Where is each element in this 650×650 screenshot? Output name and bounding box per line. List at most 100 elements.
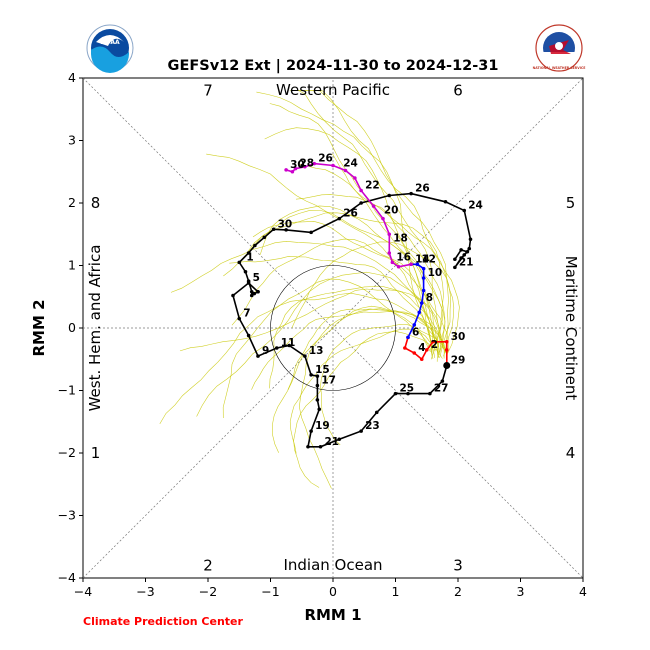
x-tick-label: 4 — [579, 584, 587, 599]
series-point — [309, 230, 313, 235]
series-point — [303, 164, 307, 169]
y-tick-label: 0 — [68, 320, 76, 335]
day-label: 30 — [290, 159, 305, 171]
ensemble-member-line — [297, 163, 460, 353]
series-point — [374, 410, 379, 415]
region-left: West. Hem. and Africa — [86, 245, 104, 412]
series-point — [371, 204, 376, 208]
series-point — [453, 265, 457, 270]
phase-label: 5 — [566, 194, 576, 212]
phase-label: 3 — [453, 557, 463, 575]
series-point — [246, 333, 251, 338]
x-tick-label: 0 — [329, 584, 337, 599]
x-tick-label: −4 — [74, 584, 92, 599]
series-point — [428, 391, 432, 396]
x-tick-label: −2 — [199, 584, 217, 599]
day-label: 1 — [246, 251, 253, 263]
ensemble-member-line — [332, 153, 449, 358]
series-point — [453, 257, 457, 262]
series-point — [290, 169, 295, 174]
series-point — [387, 251, 392, 255]
series-point — [419, 301, 424, 305]
day-label: 21 — [325, 436, 340, 448]
y-tick-label: −4 — [58, 570, 76, 585]
series-point — [417, 310, 422, 315]
series-point — [249, 289, 254, 294]
ensemble-member-line — [229, 255, 432, 349]
ensemble-member-line — [179, 288, 445, 359]
series-point — [406, 335, 410, 340]
y-tick-label: −1 — [58, 383, 76, 398]
series-point — [253, 243, 257, 248]
series-point — [315, 374, 320, 378]
y-tick-label: 1 — [68, 258, 76, 273]
unit-circle — [270, 265, 396, 391]
series-point — [315, 398, 320, 402]
series-point — [306, 444, 310, 449]
x-axis-label: RMM 1 — [304, 606, 361, 624]
series-point — [409, 262, 413, 267]
y-axis-label: RMM 2 — [30, 299, 48, 356]
series-point — [262, 235, 267, 240]
series-point — [256, 289, 260, 294]
phase-label: 4 — [566, 444, 576, 462]
series-point — [431, 339, 435, 344]
day-label: 2 — [431, 339, 438, 351]
series-point — [467, 246, 472, 251]
ensemble-member-line — [256, 91, 433, 357]
ensemble-member-line — [320, 324, 446, 446]
series-point — [353, 176, 357, 180]
day-label: 27 — [434, 383, 449, 395]
forecast-series — [231, 161, 473, 449]
series-point — [271, 227, 276, 232]
series-point — [331, 163, 335, 168]
series-point — [274, 346, 279, 350]
nws-logo: NATIONAL WEATHER SERVICE — [533, 24, 585, 72]
y-tick-label: 4 — [68, 70, 76, 85]
ensemble-member-line — [271, 305, 434, 453]
series-point — [312, 161, 317, 166]
series-point — [284, 168, 288, 172]
x-tick-label: −1 — [261, 584, 279, 599]
phase-label: 8 — [91, 194, 101, 212]
series-point — [246, 281, 251, 285]
phase-label: 7 — [203, 82, 213, 100]
series-point — [284, 228, 288, 232]
ensemble-member-line — [259, 205, 443, 360]
series-point — [249, 293, 254, 298]
ensemble-member-line — [292, 90, 452, 358]
series-point — [412, 351, 417, 355]
noaa-logo: NOAA — [86, 24, 134, 73]
series-point — [359, 201, 363, 205]
series-point — [343, 168, 348, 173]
day-label: 28 — [300, 158, 315, 170]
day-label: 21 — [459, 256, 474, 268]
ensemble-member-line — [287, 308, 444, 390]
day-label: 7 — [243, 308, 250, 320]
ensemble-member-line — [251, 311, 440, 390]
day-label: 24 — [343, 158, 358, 170]
series-point — [337, 437, 342, 442]
series-point — [390, 260, 395, 265]
ensemble-member-line — [222, 278, 431, 419]
day-label: 16 — [396, 251, 411, 263]
x-tick-label: −3 — [136, 584, 154, 599]
day-label: 8 — [426, 292, 433, 304]
day-label: 24 — [468, 200, 483, 212]
region-bottom: Indian Ocean — [283, 556, 382, 574]
day-label: 4 — [418, 342, 425, 354]
credit-text: Climate Prediction Center — [83, 615, 243, 628]
ensemble-member-line — [295, 194, 446, 352]
day-label: 30 — [451, 331, 466, 343]
series-point — [318, 444, 323, 449]
day-label: 26 — [415, 183, 430, 195]
series-line-4 — [285, 162, 412, 268]
series-point — [293, 166, 298, 171]
ensemble-member-line — [196, 271, 442, 417]
series-point — [403, 346, 407, 350]
series-point — [287, 343, 292, 348]
series-point — [337, 216, 342, 221]
series-point — [256, 354, 260, 358]
